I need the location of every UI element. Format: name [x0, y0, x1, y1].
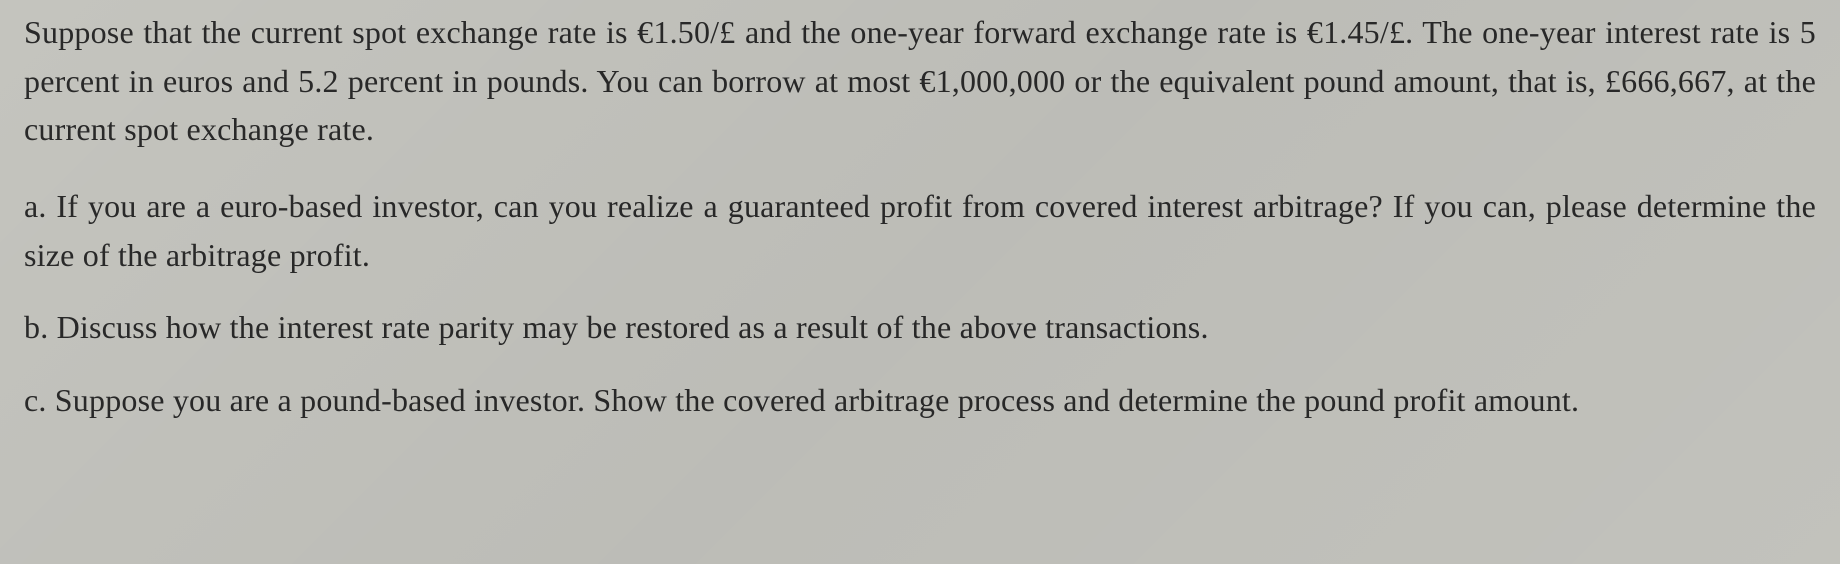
question-part-b: b. Discuss how the interest rate parity …	[24, 303, 1816, 352]
problem-intro: Suppose that the current spot exchange r…	[24, 8, 1816, 154]
question-part-a: a. If you are a euro-based investor, can…	[24, 182, 1816, 279]
question-part-c: c. Suppose you are a pound-based investo…	[24, 376, 1816, 425]
